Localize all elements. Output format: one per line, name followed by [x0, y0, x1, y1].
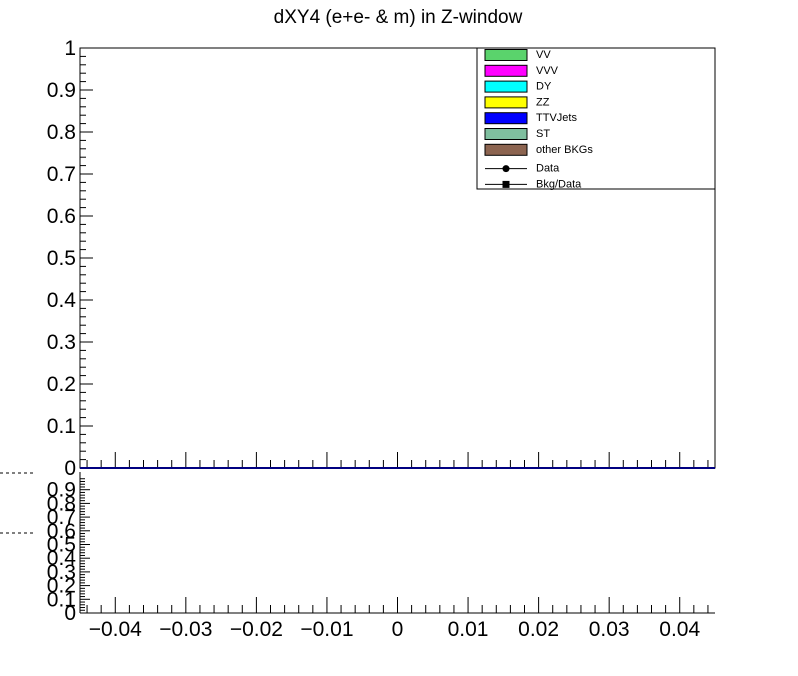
upper-y-tick-label: 0.1 [47, 415, 76, 438]
lower-y-tick-label: 0 [64, 602, 76, 625]
legend-label: VVV [536, 65, 559, 77]
x-tick-label: 0.02 [518, 618, 559, 641]
lower-y-axis: 00.10.20.30.40.50.60.70.80.9 [47, 478, 90, 625]
x-tick-label: −0.02 [230, 618, 283, 641]
upper-y-tick-label: 0 [64, 457, 76, 480]
upper-y-tick-label: 0.4 [47, 289, 77, 312]
x-tick-label: −0.01 [300, 618, 353, 641]
upper-y-tick-label: 0.5 [47, 247, 76, 270]
lower-y-tick-label: 0.6 [47, 520, 76, 543]
legend-label: other BKGs [536, 144, 593, 156]
lower-y-tick-label: 0.7 [47, 506, 76, 529]
chart-title: dXY4 (e+e- & m) in Z-window [274, 7, 523, 28]
legend-label: ZZ [536, 96, 550, 108]
legend-label: DY [536, 81, 552, 93]
legend-label: ST [536, 128, 550, 140]
upper-y-tick-label: 0.9 [47, 79, 76, 102]
legend-label: Bkg/Data [536, 178, 582, 190]
x-tick-label: −0.04 [89, 618, 142, 641]
x-tick-label: 0.03 [589, 618, 630, 641]
legend-swatch [484, 49, 528, 61]
x-tick-label: 0 [392, 618, 404, 641]
upper-x-axis [86, 452, 709, 468]
lower-pad: 00.10.20.30.40.50.60.70.80.9 −0.04 −0.03−… [47, 472, 715, 641]
lower-y-tick-label: 0.2 [47, 575, 76, 598]
upper-y-tick-label: 0.7 [47, 163, 76, 186]
lower-y-tick-label: 0.3 [47, 561, 76, 584]
upper-y-tick-label: 1 [64, 37, 76, 60]
legend-swatch [484, 80, 528, 93]
x-tick-label: 0.01 [448, 618, 489, 641]
legend-swatch [484, 143, 528, 156]
legend-label: Data [536, 163, 560, 175]
upper-y-tick-label: 0.6 [47, 205, 76, 228]
lower-x-axis: −0.04 −0.03 −0.02 −0.01 0 0.01 0.02 0.03 0.04 [86, 597, 709, 641]
lower-y-tick-label: 0.1 [47, 588, 76, 611]
upper-y-tick-label: 0.8 [47, 121, 76, 144]
upper-y-axis: 0 0.1 0.2 0.3 0.4 0.5 0.6 0.7 0.8 0.9 1 [47, 37, 93, 480]
legend-swatch [484, 64, 528, 77]
lower-y-tick-label: 0.9 [47, 479, 76, 502]
legend-label: TTVJets [536, 112, 577, 124]
upper-pad: 0 0.1 0.2 0.3 0.4 0.5 0.6 0.7 0.8 0.9 1 [47, 37, 716, 480]
upper-y-tick-label: 0.2 [47, 373, 76, 396]
legend-swatch [484, 128, 528, 140]
lower-y-tick-label: 0.8 [47, 492, 76, 515]
legend-swatch [484, 96, 528, 109]
lower-y-tick-label: 0.5 [47, 534, 76, 557]
lower-y-tick-label: 0.4 [47, 547, 77, 570]
upper-y-tick-label: 0.3 [47, 331, 76, 354]
legend-swatch [484, 112, 528, 125]
legend-circle-marker [502, 165, 510, 173]
legend-square-marker [502, 180, 510, 188]
x-tick-label: −0.03 [159, 618, 212, 641]
x-tick-label: 0.04 [659, 618, 700, 641]
legend-label: VV [536, 49, 551, 61]
